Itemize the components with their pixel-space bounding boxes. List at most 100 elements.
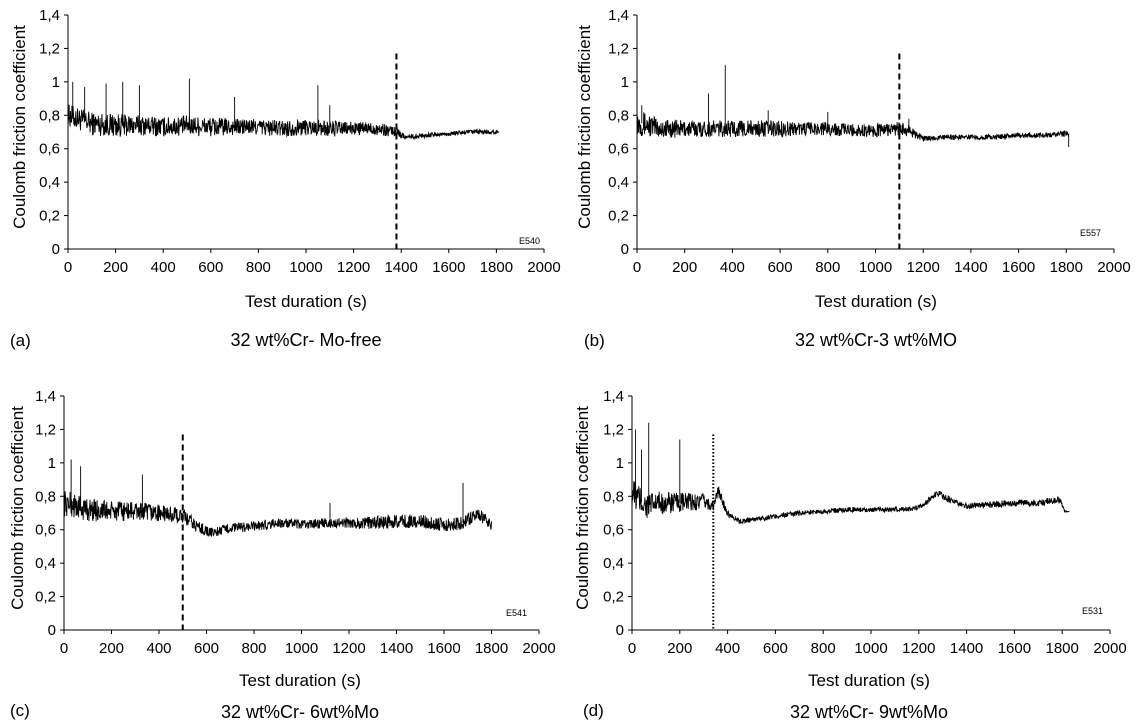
y-tick-label: 1 — [621, 74, 629, 91]
x-tick-label: 0 — [64, 259, 72, 276]
y-tick-label: 0,2 — [35, 589, 56, 606]
x-tick-label: 200 — [103, 259, 128, 276]
y-axis-label: Coulomb friction coefficient — [8, 406, 27, 610]
panel-caption: 32 wt%Cr- 6wt%Mo — [221, 702, 379, 722]
x-tick-label: 0 — [633, 259, 641, 276]
y-tick-label: 0 — [616, 622, 624, 639]
x-tick-label: 400 — [715, 640, 740, 657]
x-tick-label: 1200 — [332, 640, 365, 657]
y-tick-label: 0,6 — [35, 522, 56, 539]
x-tick-label: 600 — [768, 259, 793, 276]
panel-caption: 32 wt%Cr- Mo-free — [230, 330, 381, 350]
x-tick-label: 600 — [763, 640, 788, 657]
x-tick-label: 1000 — [289, 259, 322, 276]
x-tick-label: 1600 — [427, 640, 460, 657]
y-tick-label: 1,2 — [39, 40, 60, 57]
x-tick-label: 200 — [667, 640, 692, 657]
x-axis-label: Test duration (s) — [239, 671, 361, 690]
friction-trace — [63, 491, 492, 537]
y-tick-label: 0,8 — [39, 107, 60, 124]
x-axis-label: Test duration (s) — [808, 671, 930, 690]
y-tick-label: 0,4 — [35, 555, 56, 572]
x-tick-label: 800 — [241, 640, 266, 657]
x-tick-label: 1600 — [432, 259, 465, 276]
y-axis-label: Coulomb friction coefficient — [573, 406, 592, 610]
y-tick-label: 0,6 — [39, 141, 60, 158]
y-tick-label: 1,4 — [39, 7, 60, 24]
y-tick-label: 0 — [52, 241, 60, 258]
x-tick-label: 600 — [194, 640, 219, 657]
x-axis-label: Test duration (s) — [815, 292, 937, 311]
x-tick-label: 2000 — [1097, 259, 1130, 276]
y-tick-label: 1 — [52, 74, 60, 91]
x-tick-label: 1400 — [385, 259, 418, 276]
x-tick-label: 1200 — [337, 259, 370, 276]
y-tick-label: 0,4 — [608, 174, 629, 191]
x-tick-label: 1000 — [285, 640, 318, 657]
y-tick-label: 1,2 — [603, 421, 624, 438]
friction-trace — [631, 481, 1070, 525]
x-tick-label: 1800 — [1046, 640, 1079, 657]
x-tick-label: 1200 — [907, 259, 940, 276]
y-tick-label: 0,6 — [608, 141, 629, 158]
x-tick-label: 1600 — [998, 640, 1031, 657]
x-tick-label: 1800 — [480, 259, 513, 276]
x-tick-label: 2000 — [522, 640, 555, 657]
panel-letter: (c) — [10, 701, 30, 720]
x-tick-label: 1800 — [1050, 259, 1083, 276]
x-tick-label: 0 — [60, 640, 68, 657]
friction-trace — [636, 112, 1069, 142]
panel-c: Coulomb friction coefficient Test durati… — [8, 388, 556, 722]
x-tick-label: 1000 — [854, 640, 887, 657]
x-tick-label: 400 — [146, 640, 171, 657]
x-tick-label: 800 — [811, 640, 836, 657]
x-tick-label: 2000 — [527, 259, 560, 276]
x-tick-label: 1800 — [475, 640, 508, 657]
y-tick-label: 1,2 — [35, 421, 56, 438]
y-tick-label: 0,2 — [39, 208, 60, 225]
y-tick-label: 0,6 — [603, 522, 624, 539]
sample-code: E541 — [506, 608, 527, 618]
y-tick-label: 1,2 — [608, 40, 629, 57]
panel-letter: (a) — [10, 331, 31, 350]
y-tick-label: 1,4 — [608, 7, 629, 24]
x-tick-label: 1400 — [950, 640, 983, 657]
y-tick-label: 1 — [48, 455, 56, 472]
x-axis-label: Test duration (s) — [245, 292, 367, 311]
y-axis-label: Coulomb friction coefficient — [10, 25, 29, 229]
x-tick-label: 800 — [815, 259, 840, 276]
panel-letter: (b) — [584, 331, 605, 350]
sample-code: E540 — [519, 236, 540, 246]
panel-caption: 32 wt%Cr- 9wt%Mo — [790, 702, 948, 722]
y-tick-label: 0,2 — [608, 208, 629, 225]
x-tick-label: 1600 — [1002, 259, 1035, 276]
x-tick-label: 2000 — [1093, 640, 1126, 657]
x-tick-label: 1000 — [859, 259, 892, 276]
y-tick-label: 0 — [621, 241, 629, 258]
panel-a: Coulomb friction coefficient Test durati… — [10, 7, 561, 350]
y-tick-label: 0 — [48, 622, 56, 639]
sample-code: E557 — [1080, 228, 1101, 238]
panel-caption: 32 wt%Cr-3 wt%MO — [795, 330, 957, 350]
y-tick-label: 0,8 — [603, 488, 624, 505]
y-tick-label: 1,4 — [35, 388, 56, 405]
x-tick-label: 1400 — [380, 640, 413, 657]
sample-code: E531 — [1082, 606, 1103, 616]
friction-trace — [67, 104, 499, 141]
x-tick-label: 400 — [720, 259, 745, 276]
panel-d: Coulomb friction coefficient Test durati… — [573, 388, 1127, 722]
x-tick-label: 600 — [198, 259, 223, 276]
x-tick-label: 1200 — [902, 640, 935, 657]
x-tick-label: 800 — [246, 259, 271, 276]
panel-b: Coulomb friction coefficient Test durati… — [575, 7, 1131, 350]
y-tick-label: 1 — [616, 455, 624, 472]
x-tick-label: 0 — [628, 640, 636, 657]
y-tick-label: 1,4 — [603, 388, 624, 405]
panel-letter: (d) — [583, 701, 604, 720]
x-tick-label: 1400 — [954, 259, 987, 276]
x-tick-label: 400 — [151, 259, 176, 276]
y-tick-label: 0,8 — [35, 488, 56, 505]
y-tick-label: 0,8 — [608, 107, 629, 124]
y-axis-label: Coulomb friction coefficient — [575, 25, 594, 229]
